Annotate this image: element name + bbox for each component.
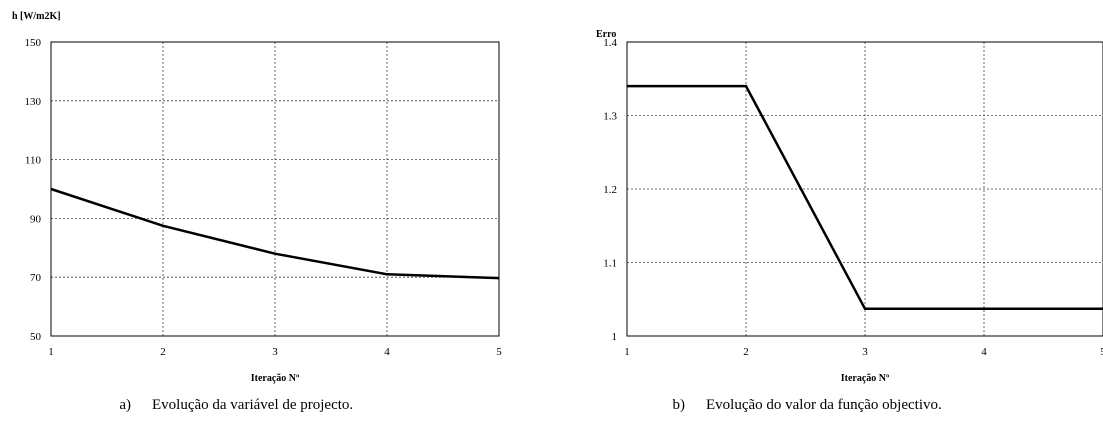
chart-a-y-tick-label: 70 [30, 272, 42, 284]
chart-a-caption-letter: a) [119, 397, 131, 413]
chart-b-plot-area [626, 41, 1103, 337]
chart-b-y-tick-label: 1 [612, 331, 618, 343]
chart-b-y-axis-title: Erro [596, 29, 616, 40]
chart-b-series-line [627, 84, 1103, 311]
chart-a-y-tick-label: 90 [30, 213, 42, 225]
chart-b: Erro 1 1.1 1.2 1.3 1.4 1 2 3 4 5 Iteração Nº b) E… [596, 29, 1103, 413]
chart-b-y-tick-label: 1.3 [603, 111, 617, 123]
chart-a-y-tick-label: 50 [30, 331, 42, 343]
chart-a-x-tick-label: 5 [496, 346, 502, 358]
chart-b-x-tick-label: 1 [624, 346, 630, 358]
chart-b-x-tick-label: 5 [1100, 346, 1103, 358]
chart-a-x-tick-label: 1 [48, 346, 54, 358]
chart-b-caption-letter: b) [673, 397, 686, 413]
chart-b-y-tick-label: 1.2 [603, 184, 617, 196]
chart-a-y-tick-label: 110 [25, 155, 42, 167]
chart-b-tick-labels: 1 1.1 1.2 1.3 1.4 1 2 3 4 5 [603, 37, 1103, 358]
chart-b-x-tick-label: 4 [981, 346, 987, 358]
chart-a-x-tick-label: 2 [160, 346, 166, 358]
chart-a: h [W/m2K] 50 70 90 110 130 150 1 2 3 4 5 Iteração … [12, 11, 502, 413]
chart-a-x-tick-label: 3 [272, 346, 278, 358]
chart-b-x-tick-label: 2 [743, 346, 749, 358]
chart-b-y-tick-label: 1.4 [603, 37, 617, 49]
chart-a-x-tick-label: 4 [384, 346, 390, 358]
chart-b-y-tick-label: 1.1 [603, 258, 617, 270]
chart-b-x-axis-title: Iteração Nº [841, 373, 890, 384]
chart-b-gridlines [627, 42, 1103, 336]
chart-a-y-tick-label: 130 [25, 96, 42, 108]
chart-b-caption: Evolução do valor da função objectivo. [706, 397, 942, 413]
chart-a-tick-labels: 50 70 90 110 130 150 1 2 3 4 5 [25, 37, 503, 358]
chart-a-caption: Evolução da variável de projecto. [152, 397, 353, 413]
chart-b-x-tick-label: 3 [862, 346, 868, 358]
chart-a-y-tick-label: 150 [25, 37, 42, 49]
chart-a-y-axis-title: h [W/m2K] [12, 11, 61, 22]
chart-a-series-line [50, 187, 500, 280]
chart-a-gridlines [51, 42, 499, 336]
chart-a-x-axis-title: Iteração Nº [251, 373, 300, 384]
